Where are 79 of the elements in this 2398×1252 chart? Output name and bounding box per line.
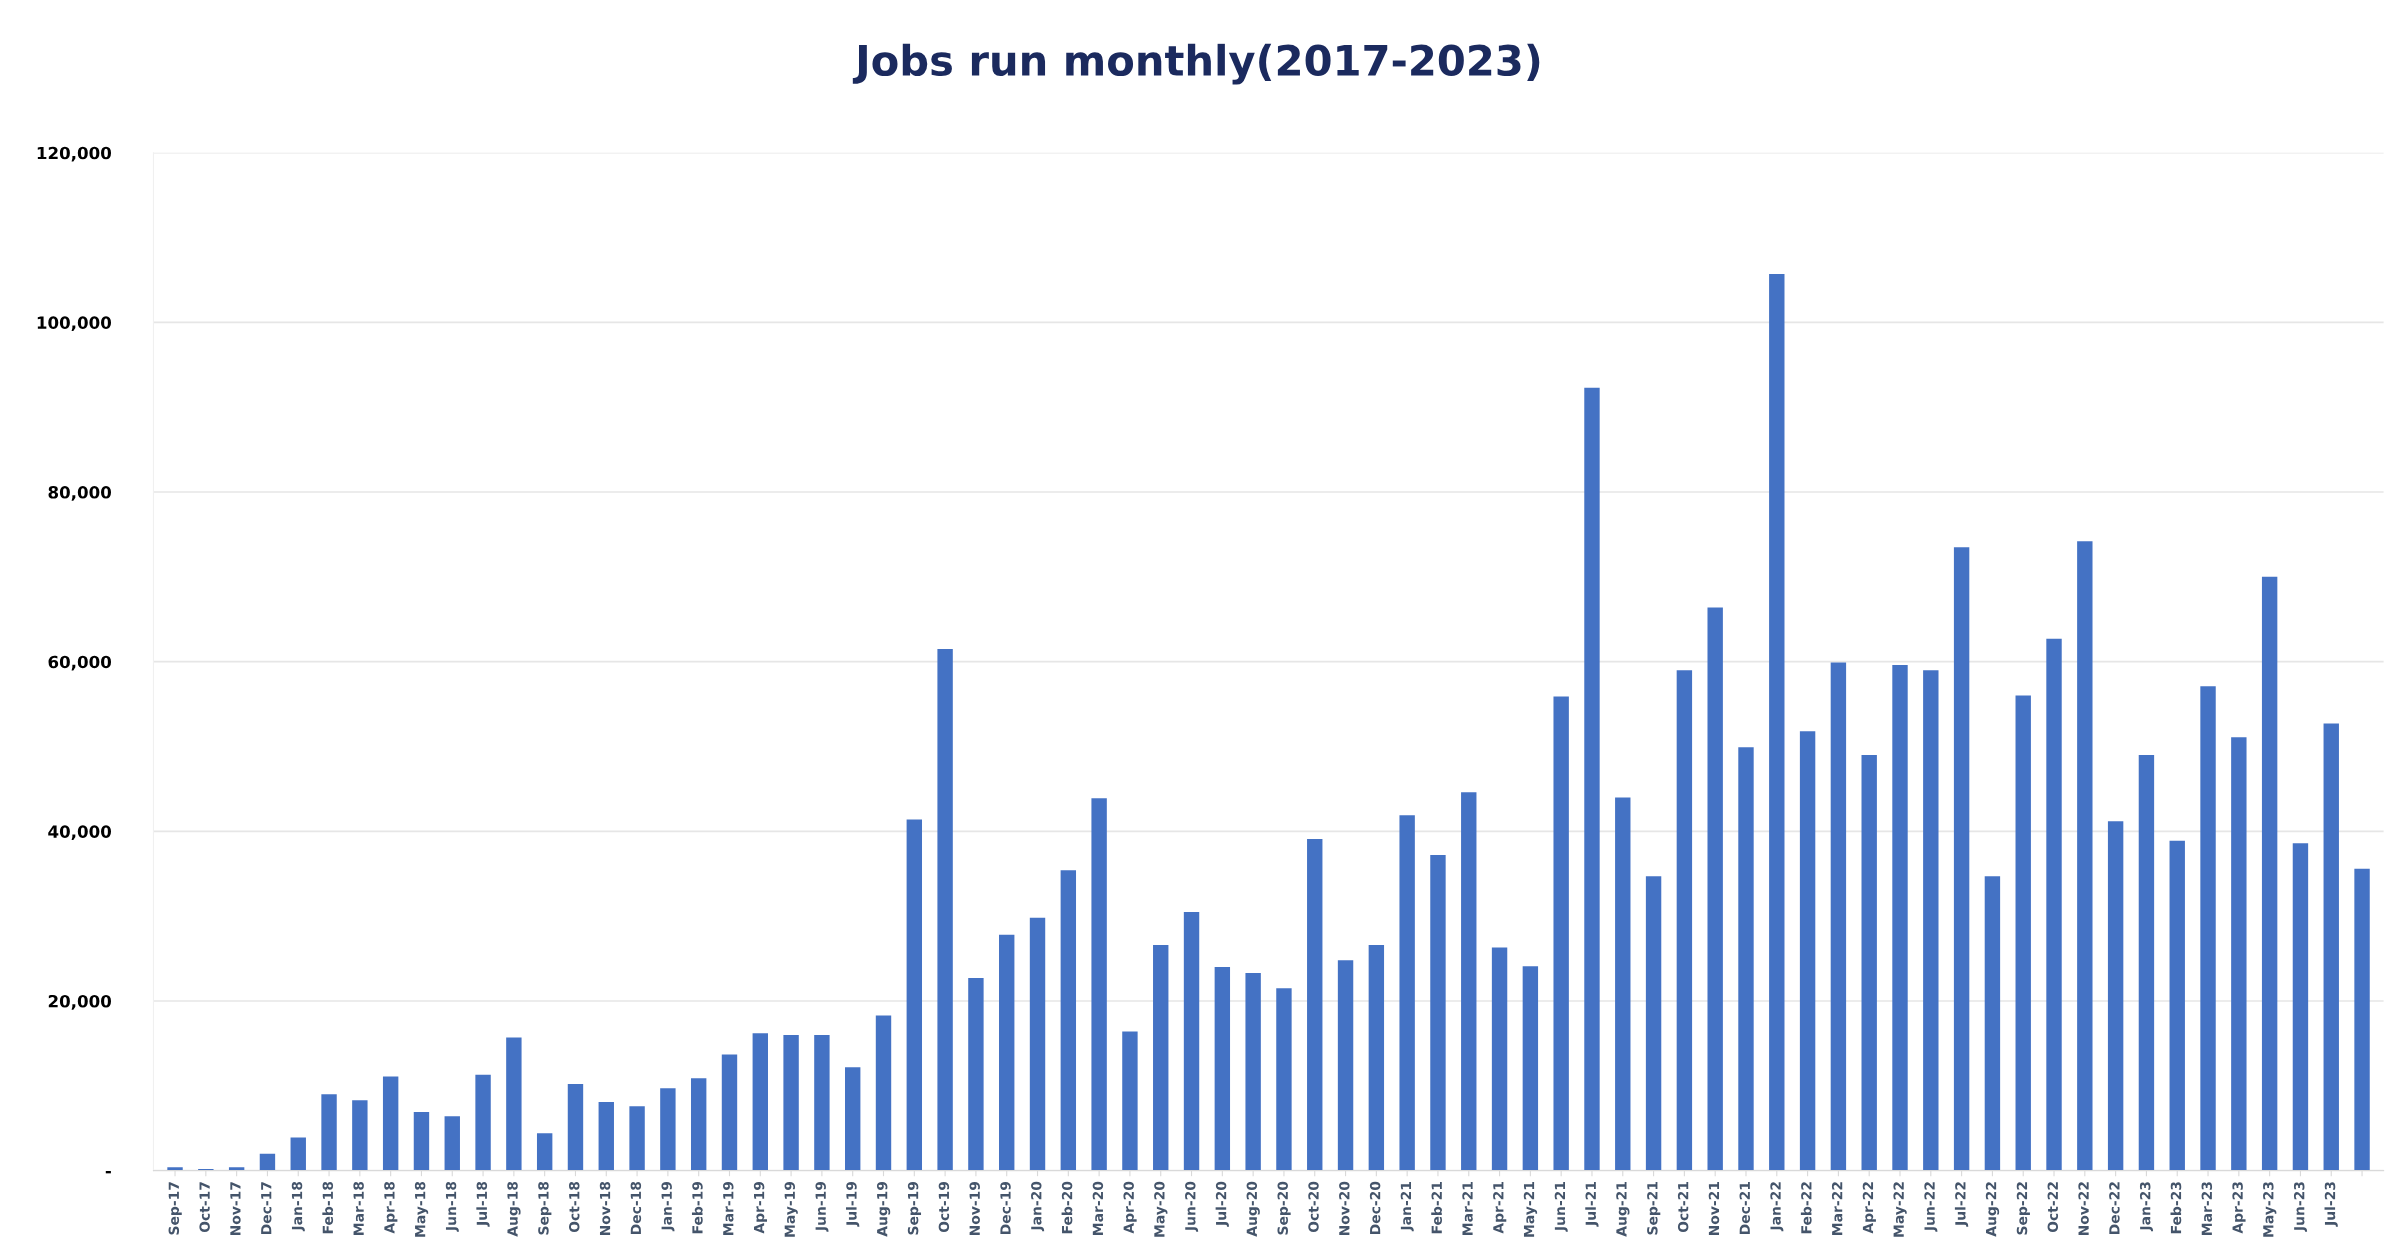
y-tick-label: 100,000 bbox=[37, 316, 112, 332]
x-tick-label: Jun-23 bbox=[2293, 1182, 2308, 1232]
x-tick-label: Jan-18 bbox=[291, 1181, 305, 1232]
x-tick-label: Sep-17 bbox=[168, 1182, 182, 1235]
x-tick-label: Mar-20 bbox=[1092, 1181, 1104, 1235]
x-tick-label: Oct-20 bbox=[1308, 1181, 1319, 1233]
y-tick-label: 120,000 bbox=[37, 146, 112, 162]
x-tick-label: Sep-19 bbox=[907, 1181, 922, 1235]
x-tick-label: Nov-20 bbox=[1339, 1181, 1350, 1236]
x-tick-label: Jan-21 bbox=[1400, 1181, 1414, 1232]
x-tick-label: Feb-21 bbox=[1431, 1181, 1442, 1234]
x-tick-label: Apr-19 bbox=[753, 1181, 768, 1234]
x-tick-label: Jul-22 bbox=[1954, 1182, 1969, 1227]
x-tick-label: Mar-18 bbox=[353, 1181, 364, 1235]
x-tick-label: May-21 bbox=[1523, 1181, 1538, 1237]
x-tick-label: May-22 bbox=[1893, 1182, 1907, 1237]
x-tick-label: Aug-18 bbox=[507, 1181, 521, 1237]
x-tick-label: Jan-23 bbox=[2139, 1182, 2154, 1232]
x-tick-label: Nov-21 bbox=[1708, 1181, 1720, 1236]
x-tick-label: Oct-18 bbox=[569, 1181, 580, 1233]
x-tick-label: Jan-20 bbox=[1031, 1181, 1045, 1232]
y-tick-label: 80,000 bbox=[48, 486, 112, 501]
y-tick-label: 20,000 bbox=[48, 994, 112, 1010]
x-tick-label: May-18 bbox=[414, 1181, 429, 1237]
y-tick-label: - bbox=[105, 1170, 111, 1174]
x-tick-label: Mar-23 bbox=[2201, 1182, 2213, 1235]
x-tick-label: Aug-21 bbox=[1616, 1181, 1630, 1237]
x-tick-label: Apr-20 bbox=[1123, 1181, 1137, 1234]
x-tick-label: Dec-19 bbox=[1000, 1181, 1011, 1235]
x-tick-label: Oct-19 bbox=[938, 1181, 950, 1233]
x-tick-label: Mar-19 bbox=[723, 1181, 734, 1235]
x-tick-label: Feb-22 bbox=[1800, 1182, 1812, 1234]
y-tick-label: 60,000 bbox=[48, 655, 112, 671]
x-tick-label: Nov-22 bbox=[2078, 1182, 2089, 1236]
y-tick-label: 40,000 bbox=[48, 825, 112, 841]
x-tick-label: Mar-21 bbox=[1462, 1181, 1473, 1235]
x-tick-label: Feb-20 bbox=[1061, 1181, 1073, 1234]
x-tick-label: Oct-17 bbox=[199, 1182, 210, 1233]
x-tick-label: Jul-23 bbox=[2324, 1182, 2338, 1227]
x-tick-label: Sep-21 bbox=[1647, 1181, 1661, 1235]
x-tick-label: Jul-21 bbox=[1585, 1181, 1599, 1227]
x-tick-label: Nov-19 bbox=[969, 1181, 980, 1236]
x-tick-label: Apr-23 bbox=[2232, 1182, 2246, 1234]
x-tick-label: Sep-20 bbox=[1277, 1181, 1291, 1235]
x-tick-label: Feb-18 bbox=[322, 1181, 334, 1234]
x-tick-label: Jan-22 bbox=[1770, 1182, 1784, 1232]
x-tick-label: Dec-21 bbox=[1739, 1181, 1751, 1235]
x-tick-label: Dec-17 bbox=[261, 1182, 272, 1235]
x-tick-label: Apr-18 bbox=[384, 1181, 398, 1234]
x-tick-label: Aug-19 bbox=[876, 1181, 891, 1237]
x-tick-label: Apr-22 bbox=[1862, 1182, 1876, 1234]
x-tick-label: Nov-17 bbox=[230, 1182, 241, 1236]
x-tick-label: Jul-19 bbox=[845, 1181, 860, 1227]
x-tick-label: Jun-19 bbox=[815, 1181, 829, 1232]
x-tick-label: May-23 bbox=[2263, 1182, 2277, 1237]
x-tick-label: Jun-22 bbox=[1924, 1182, 1938, 1232]
x-tick-label: Nov-18 bbox=[599, 1181, 611, 1236]
x-tick-label: Dec-22 bbox=[2109, 1182, 2120, 1235]
x-tick-label: May-20 bbox=[1154, 1181, 1168, 1237]
x-tick-label: Mar-22 bbox=[1831, 1182, 1843, 1235]
x-tick-label: May-19 bbox=[784, 1181, 798, 1237]
x-tick-label: Jan-19 bbox=[661, 1181, 675, 1232]
x-tick-label: Oct-21 bbox=[1677, 1181, 1689, 1233]
x-tick-label: Aug-22 bbox=[1985, 1182, 2000, 1237]
x-tick-label: Feb-23 bbox=[2170, 1182, 2182, 1234]
x-tick-label: Jun-18 bbox=[445, 1181, 459, 1232]
x-tick-label: Jun-21 bbox=[1554, 1181, 1568, 1232]
x-tick-label: Apr-21 bbox=[1493, 1181, 1507, 1234]
x-tick-label: Sep-22 bbox=[2016, 1182, 2030, 1235]
x-tick-label: Jul-18 bbox=[476, 1181, 490, 1227]
x-tick-label: Feb-19 bbox=[691, 1181, 703, 1234]
x-tick-label: Dec-18 bbox=[630, 1181, 642, 1235]
x-tick-label: Oct-22 bbox=[2047, 1182, 2059, 1233]
x-tick-label: Jul-20 bbox=[1215, 1181, 1229, 1227]
x-tick-label: Dec-20 bbox=[1369, 1181, 1381, 1235]
x-tick-label: Sep-18 bbox=[538, 1181, 552, 1235]
x-tick-label: Jun-20 bbox=[1185, 1181, 1199, 1232]
x-tick-label: Aug-20 bbox=[1246, 1181, 1260, 1237]
chart-title: Jobs run monthly(2017-2023) bbox=[852, 43, 1540, 85]
